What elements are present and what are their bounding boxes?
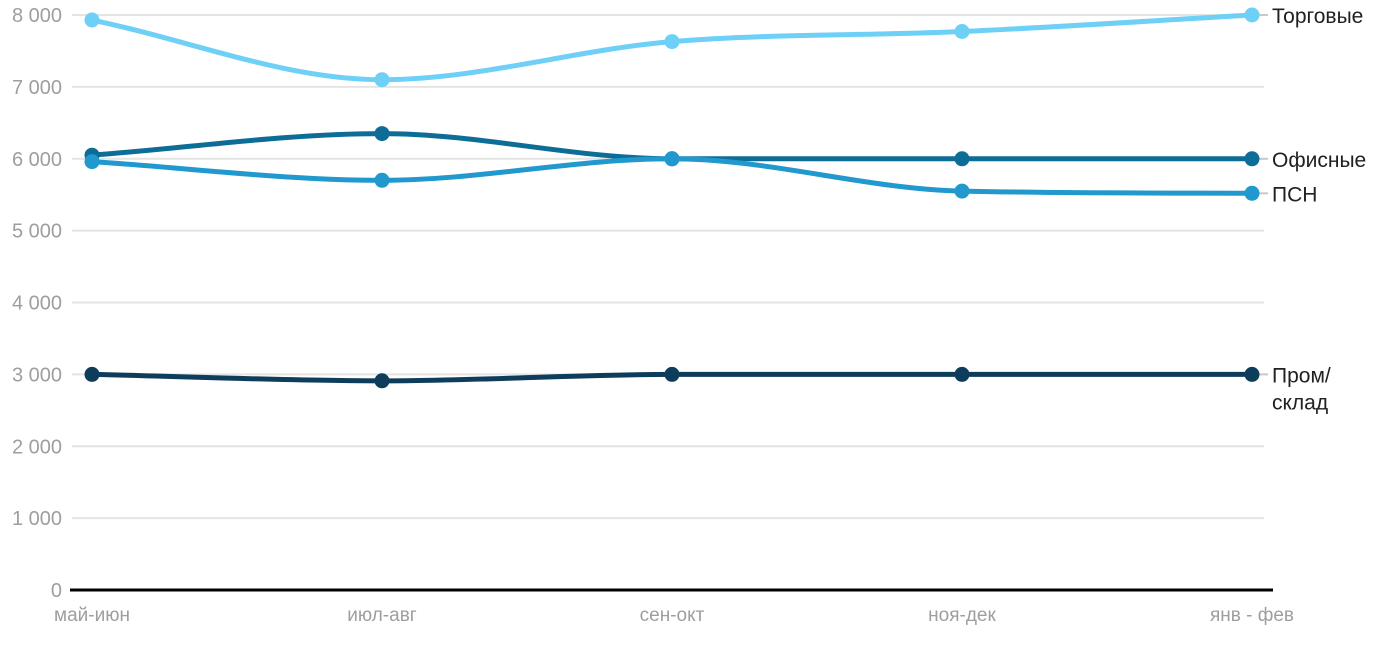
y-axis-tick-label: 7 000: [12, 77, 62, 99]
data-point-Пром/склад[interactable]: [954, 366, 970, 382]
data-point-Пром/склад[interactable]: [1244, 366, 1260, 382]
series-label-ПСН: ПСН: [1272, 183, 1317, 206]
data-point-Торговые[interactable]: [664, 34, 680, 50]
data-point-ПСН[interactable]: [954, 183, 970, 199]
data-point-Офисные[interactable]: [954, 151, 970, 167]
y-axis-tick-label: 1 000: [12, 508, 62, 530]
data-point-ПСН[interactable]: [84, 154, 100, 170]
data-point-Пром/склад[interactable]: [374, 373, 390, 389]
x-axis-tick-label: июл-авг: [347, 605, 417, 626]
x-axis-tick-label: май-июн: [54, 605, 130, 626]
y-axis-tick-label: 6 000: [12, 149, 62, 171]
y-axis-tick-label: 4 000: [12, 293, 62, 315]
data-point-ПСН[interactable]: [1244, 185, 1260, 201]
x-axis-tick-label: ноя-дек: [928, 605, 996, 626]
data-point-ПСН[interactable]: [374, 172, 390, 188]
data-point-Пром/склад[interactable]: [664, 366, 680, 382]
y-axis-tick-label: 3 000: [12, 364, 62, 386]
series-label-Офисные: Офисные: [1272, 149, 1366, 172]
series-label-Торговые: Торговые: [1272, 5, 1363, 28]
data-point-Офисные[interactable]: [1244, 151, 1260, 167]
data-point-Торговые[interactable]: [84, 12, 100, 28]
series-label-Пром/склад: Пром/: [1272, 364, 1331, 387]
data-point-Торговые[interactable]: [954, 24, 970, 39]
series-label-Пром/склад: склад: [1272, 391, 1328, 414]
y-axis-tick-label: 8 000: [12, 5, 62, 27]
data-point-Офисные[interactable]: [374, 126, 390, 142]
y-axis-tick-label: 5 000: [12, 221, 62, 243]
data-point-Торговые[interactable]: [374, 72, 390, 88]
data-point-Пром/склад[interactable]: [84, 366, 100, 382]
data-point-ПСН[interactable]: [664, 151, 680, 167]
data-point-Торговые[interactable]: [1244, 7, 1260, 23]
y-axis-tick-label: 0: [51, 580, 62, 602]
x-axis-tick-label: янв - фев: [1210, 605, 1294, 626]
y-axis-tick-label: 2 000: [12, 436, 62, 458]
x-axis-tick-label: сен-окт: [640, 605, 705, 626]
